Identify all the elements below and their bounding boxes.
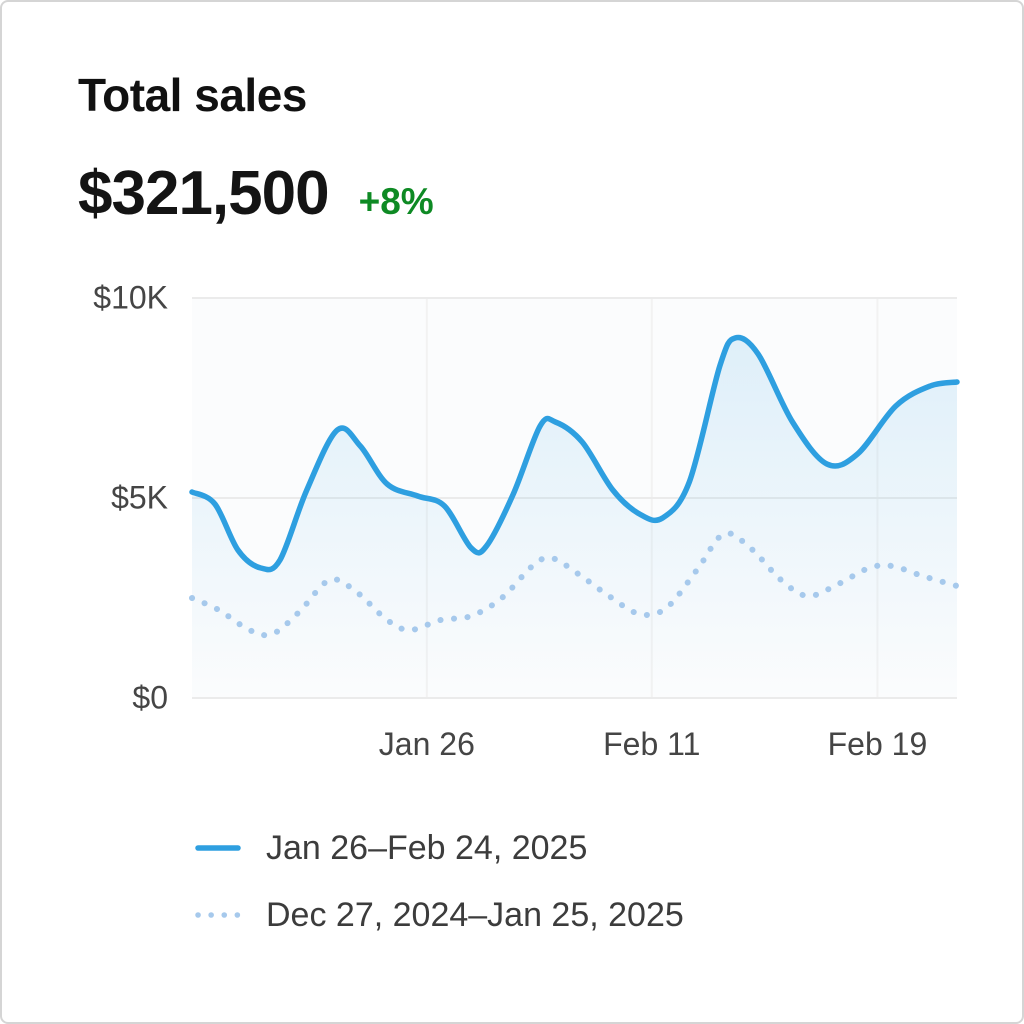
x-axis-tick-label: Jan 26	[378, 726, 475, 762]
legend-item-previous-period: Dec 27, 2024–Jan 25, 2025	[194, 895, 684, 936]
legend-label-current-period: Jan 26–Feb 24, 2025	[266, 829, 588, 867]
y-axis-labels: $10K $5K $0	[42, 280, 168, 716]
metric-value-row: $321,500 +8%	[78, 159, 434, 228]
x-axis-tick-label: Feb 19	[827, 726, 928, 762]
page-title: Total sales	[78, 69, 307, 121]
sales-line-chart[interactable]	[189, 297, 960, 699]
dotted-line-swatch-icon	[195, 912, 242, 918]
x-axis-labels: Jan 26 Feb 11 Feb 19	[192, 726, 957, 770]
delta-badge: +8%	[358, 181, 434, 222]
legend-item-current-period: Jan 26–Feb 24, 2025	[194, 828, 684, 869]
legend-label-previous-period: Dec 27, 2024–Jan 25, 2025	[266, 895, 684, 934]
y-axis-tick-label: $0	[132, 679, 168, 716]
y-axis-tick-label: $5K	[111, 479, 168, 516]
y-axis-tick-label: $10K	[93, 279, 168, 316]
legend: Jan 26–Feb 24, 2025 Dec 27, 2024–Jan 25,…	[194, 828, 684, 936]
total-sales-value: $321,500	[78, 159, 330, 228]
chart-canvas[interactable]	[189, 297, 960, 699]
x-axis-tick-label: Feb 11	[603, 726, 701, 762]
solid-line-swatch-icon	[195, 845, 241, 852]
